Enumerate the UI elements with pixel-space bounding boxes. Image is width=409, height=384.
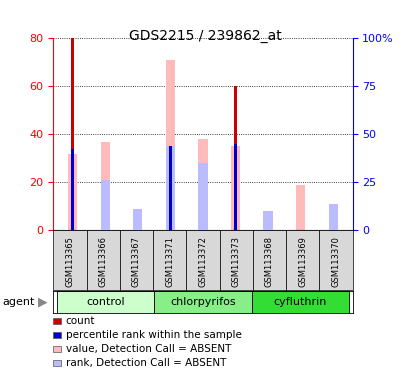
Bar: [295, 185, 304, 230]
Bar: [263, 216, 272, 230]
Bar: [166, 146, 175, 230]
Bar: [328, 204, 337, 230]
Text: GSM113366: GSM113366: [99, 237, 108, 287]
Bar: [263, 211, 272, 230]
Bar: [71, 149, 74, 230]
Bar: [166, 60, 175, 230]
Bar: [328, 204, 337, 230]
Bar: [233, 144, 236, 230]
Text: GSM113365: GSM113365: [65, 237, 74, 287]
Bar: [230, 146, 239, 230]
Bar: [71, 38, 74, 230]
Bar: [101, 180, 110, 230]
Text: GSM113372: GSM113372: [198, 237, 207, 287]
Bar: [233, 86, 236, 230]
Bar: [198, 163, 207, 230]
Text: GDS2215 / 239862_at: GDS2215 / 239862_at: [128, 29, 281, 43]
Text: control: control: [86, 297, 124, 307]
Text: count: count: [65, 316, 95, 326]
Text: GSM113368: GSM113368: [264, 237, 273, 287]
Bar: [154, 291, 251, 313]
Bar: [101, 142, 110, 230]
Text: ▶: ▶: [38, 295, 48, 308]
Text: agent: agent: [2, 297, 34, 307]
Text: value, Detection Call = ABSENT: value, Detection Call = ABSENT: [65, 344, 230, 354]
Text: GSM113373: GSM113373: [231, 237, 240, 287]
Bar: [198, 139, 207, 230]
Bar: [68, 154, 77, 230]
Text: GSM113370: GSM113370: [330, 237, 339, 287]
Bar: [251, 291, 348, 313]
Text: cyfluthrin: cyfluthrin: [273, 297, 326, 307]
Bar: [133, 209, 142, 230]
Text: percentile rank within the sample: percentile rank within the sample: [65, 330, 241, 340]
Text: GSM113369: GSM113369: [297, 237, 306, 287]
Bar: [169, 146, 172, 230]
Text: GSM113371: GSM113371: [165, 237, 174, 287]
Bar: [133, 209, 142, 230]
Text: chlorpyrifos: chlorpyrifos: [170, 297, 235, 307]
Text: GSM113367: GSM113367: [132, 237, 141, 287]
Text: rank, Detection Call = ABSENT: rank, Detection Call = ABSENT: [65, 358, 225, 368]
Bar: [56, 291, 154, 313]
